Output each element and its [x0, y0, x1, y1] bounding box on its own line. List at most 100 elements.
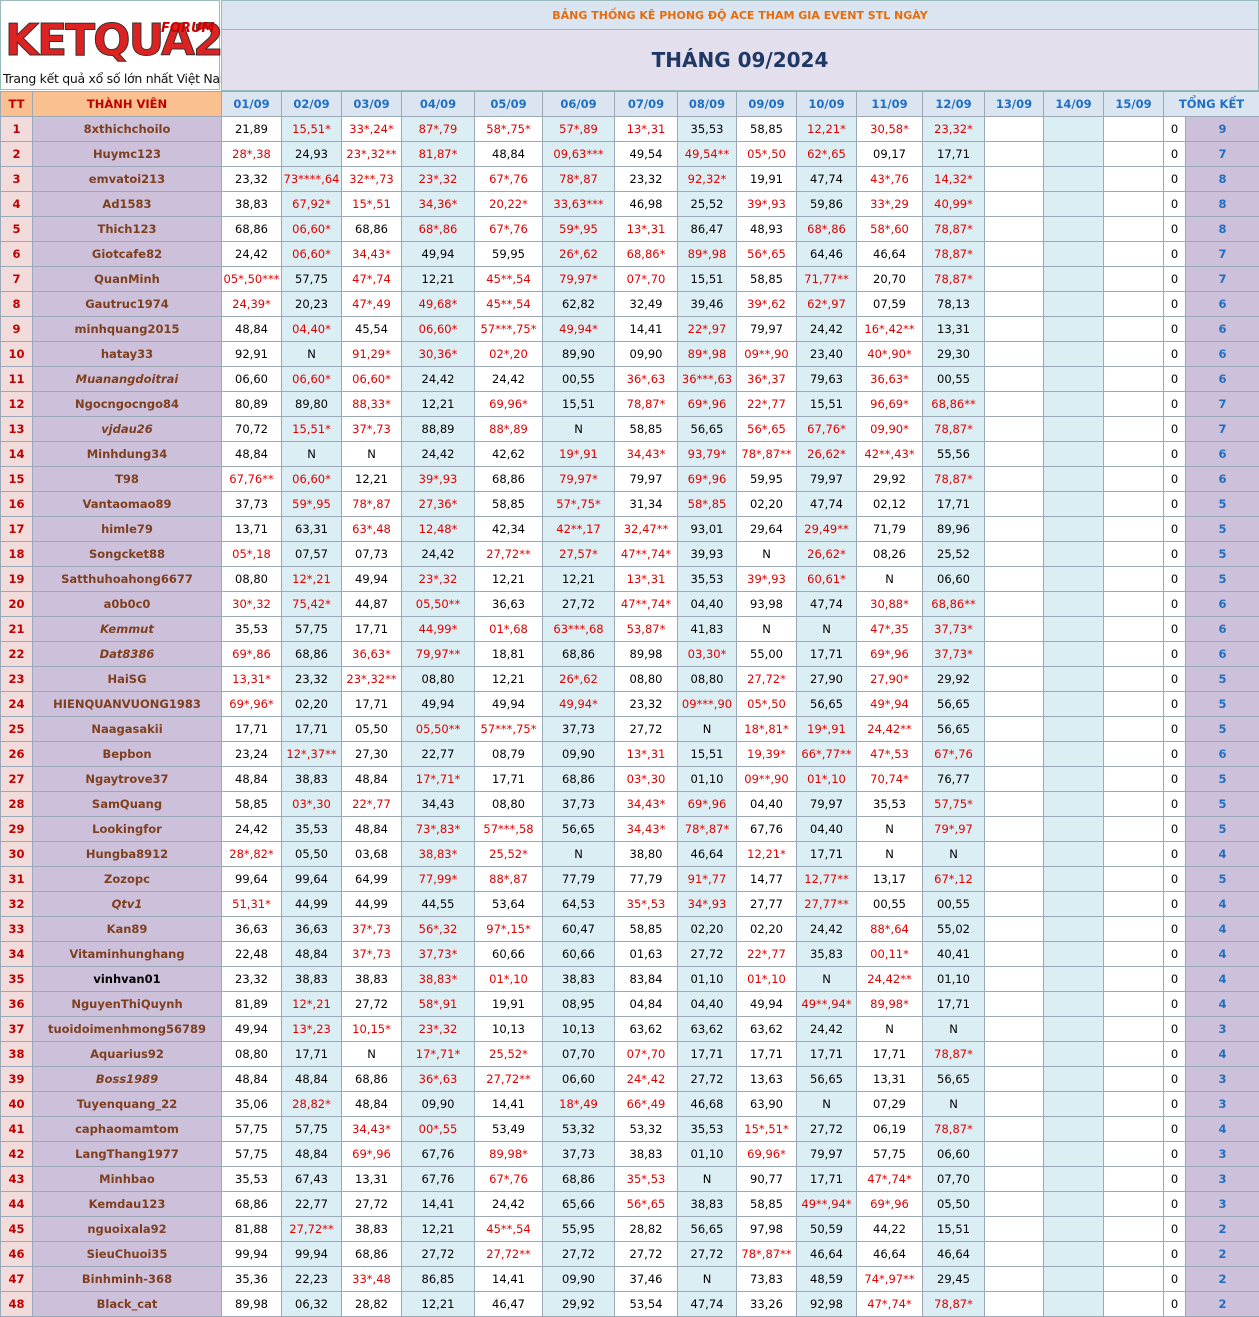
score-cell: 97*,15*	[474, 916, 543, 942]
score-cell: 23,32	[614, 691, 678, 717]
score-cell: 51,31*	[221, 891, 282, 917]
empty-cell	[1103, 391, 1164, 417]
score-cell: 46,98	[614, 191, 678, 217]
total-cell: 8	[1185, 191, 1259, 217]
score-cell: 29,92	[856, 466, 923, 492]
member-name: Bepbon	[32, 741, 222, 767]
empty-cell	[1043, 1191, 1104, 1217]
score-cell: 93,98	[736, 591, 797, 617]
score-cell: 04,84	[614, 991, 678, 1017]
score-cell: 60,61*	[796, 566, 857, 592]
empty-cell	[1103, 741, 1164, 767]
score-cell: 53,32	[542, 1116, 615, 1142]
row-number: 31	[0, 866, 33, 892]
empty-cell	[984, 141, 1044, 167]
member-row: 24 HIENQUANVUONG1983 69*,96* 02,20 17,71 49,9…	[0, 691, 1259, 717]
score-cell: 15,51	[796, 391, 857, 417]
row-number: 4	[0, 191, 33, 217]
row-number: 16	[0, 491, 33, 517]
empty-cell	[1103, 1066, 1164, 1092]
member-name: Boss1989	[32, 1066, 222, 1092]
score-cell: 96,69*	[856, 391, 923, 417]
score-cell: 69*,96*	[221, 691, 282, 717]
score-cell: 78,87*	[922, 416, 985, 442]
score-cell: 36,63	[474, 591, 543, 617]
empty-cell	[1103, 666, 1164, 692]
score-cell: 79,63	[796, 366, 857, 392]
score-cell: 48,84	[221, 766, 282, 792]
row-number: 25	[0, 716, 33, 742]
member-name: Dat8386	[32, 641, 222, 667]
score-cell: 29,64	[736, 516, 797, 542]
score-cell: 68,86	[474, 466, 543, 492]
score-cell: 48,59	[796, 1266, 857, 1292]
zero-cell: 0	[1163, 1291, 1186, 1317]
row-number: 35	[0, 966, 33, 992]
score-cell: 07,29	[856, 1091, 923, 1117]
empty-cell	[984, 541, 1044, 567]
score-cell: 77,79	[614, 866, 678, 892]
score-cell: 07,70	[922, 1166, 985, 1192]
score-cell: 57,75	[281, 616, 342, 642]
score-cell: 58*,85	[677, 491, 737, 517]
empty-cell	[984, 791, 1044, 817]
empty-cell	[1043, 291, 1104, 317]
score-cell: 25,52	[677, 191, 737, 217]
header-date: 06/09	[542, 91, 615, 117]
score-cell: 07,59	[856, 291, 923, 317]
member-name: Minhbao	[32, 1166, 222, 1192]
score-cell: 12,21	[401, 1291, 475, 1317]
stats-table: TT THÀNH VIÊN 01/09 02/09 03/09 04/09 05/09 06/…	[0, 91, 1259, 1317]
empty-cell	[1043, 341, 1104, 367]
member-row: 18 Songcket88 05*,18 07,57 07,73 24,42 27,72**…	[0, 541, 1259, 567]
score-cell: N	[796, 616, 857, 642]
score-cell: 55,00	[736, 641, 797, 667]
score-cell: 67,92*	[281, 191, 342, 217]
score-cell: 89,90	[542, 341, 615, 367]
score-cell: 15*,51	[341, 191, 402, 217]
score-cell: 27,36*	[401, 491, 475, 517]
score-cell: 92,98	[796, 1291, 857, 1317]
total-cell: 6	[1185, 316, 1259, 342]
score-cell: 38,83	[341, 1216, 402, 1242]
score-cell: 83,84	[614, 966, 678, 992]
score-cell: 29,92	[542, 1291, 615, 1317]
score-cell: 69,96*	[474, 391, 543, 417]
score-cell: 15,51	[677, 741, 737, 767]
score-cell: 69*,96	[341, 1141, 402, 1167]
score-cell: 45,54	[341, 316, 402, 342]
member-name: Giotcafe82	[32, 241, 222, 267]
zero-cell: 0	[1163, 816, 1186, 842]
score-cell: 55,56	[922, 441, 985, 467]
score-cell: 18,81	[474, 641, 543, 667]
empty-cell	[1103, 216, 1164, 242]
score-cell: 35,53	[221, 616, 282, 642]
score-cell: N	[677, 1166, 737, 1192]
score-cell: 02,20	[677, 916, 737, 942]
score-cell: 39*,93	[736, 566, 797, 592]
score-cell: 12,77**	[796, 866, 857, 892]
score-cell: 02*,20	[474, 341, 543, 367]
empty-cell	[984, 1166, 1044, 1192]
empty-cell	[1043, 316, 1104, 342]
score-cell: 36,63*	[856, 366, 923, 392]
score-cell: 35,53	[221, 1166, 282, 1192]
score-cell: 97,98	[736, 1216, 797, 1242]
empty-cell	[1103, 416, 1164, 442]
empty-cell	[984, 616, 1044, 642]
score-cell: 56*,65	[736, 241, 797, 267]
zero-cell: 0	[1163, 841, 1186, 867]
score-cell: 04,40	[736, 791, 797, 817]
score-cell: 27,72	[542, 1241, 615, 1267]
member-row: 47 Binhminh-368 35,36 22,23 33*,48 86,85 14,41…	[0, 1266, 1259, 1292]
score-cell: 15*,51*	[736, 1116, 797, 1142]
score-cell: 71,79	[856, 516, 923, 542]
score-cell: 34,43*	[341, 241, 402, 267]
total-cell: 4	[1185, 841, 1259, 867]
score-cell: 17,71	[922, 491, 985, 517]
score-cell: 07*,70	[614, 266, 678, 292]
total-cell: 6	[1185, 291, 1259, 317]
score-cell: 23*,32	[401, 566, 475, 592]
score-cell: 47*,74	[341, 266, 402, 292]
row-number: 18	[0, 541, 33, 567]
